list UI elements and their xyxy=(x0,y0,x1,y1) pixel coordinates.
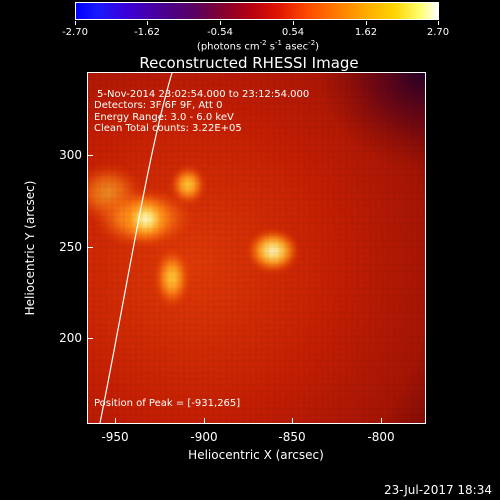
colorbar-tick xyxy=(293,21,294,25)
image-title: Reconstructed RHESSI Image xyxy=(139,54,359,72)
colorbar-tick-label: -2.70 xyxy=(62,27,88,38)
colorbar-tick-label: 2.70 xyxy=(426,27,450,38)
colorbar-tick xyxy=(147,21,148,25)
y-axis-tick-label: 200 xyxy=(59,331,82,345)
colorbar-units: (photons cm-2 s-1 asec-2) xyxy=(196,39,320,53)
colorbar-tick xyxy=(438,21,439,25)
colorbar-tick-label: 1.62 xyxy=(354,27,378,38)
rhessi-image-panel: 5-Nov-2014 23:02:54.000 to 23:12:54.000 … xyxy=(87,72,426,424)
colorbar xyxy=(75,2,439,20)
x-axis-tick-label: -800 xyxy=(367,430,395,444)
energy-range-info: Energy Range: 3.0 - 6.0 keV xyxy=(94,112,234,123)
colorbar-tick xyxy=(75,21,76,25)
x-axis-tick xyxy=(204,418,205,424)
colorbar-tick xyxy=(366,21,367,25)
x-axis-tick-label: -850 xyxy=(278,430,306,444)
rhessi-intensity-map xyxy=(88,73,425,423)
colorbar-tick-label: -1.62 xyxy=(134,27,160,38)
y-axis-tick-label: 250 xyxy=(59,240,82,254)
x-axis-tick xyxy=(115,418,116,424)
y-axis-title: Heliocentric Y (arcsec) xyxy=(23,180,37,316)
y-axis-tick xyxy=(87,247,93,248)
x-axis-tick xyxy=(381,418,382,424)
peak-position-info: Position of Peak = [-931,265] xyxy=(94,398,241,409)
detectors-info: Detectors: 3F 6F 9F, Att 0 xyxy=(94,100,223,111)
y-axis-tick xyxy=(87,155,93,156)
x-axis-tick xyxy=(292,418,293,424)
x-axis-tick-label: -900 xyxy=(190,430,218,444)
clean-total-counts-info: Clean Total counts: 3.22E+05 xyxy=(94,123,242,134)
observation-time-range: 5-Nov-2014 23:02:54.000 to 23:12:54.000 xyxy=(97,89,310,100)
colorbar-tick-label: -0.54 xyxy=(207,27,233,38)
colorbar-tick-label: 0.54 xyxy=(281,27,305,38)
generation-date: 23-Jul-2017 18:34 xyxy=(383,483,492,497)
y-axis-tick xyxy=(87,338,93,339)
y-axis-tick-label: 300 xyxy=(59,148,82,162)
x-axis-title: Heliocentric X (arcsec) xyxy=(188,448,324,462)
x-axis-tick-label: -950 xyxy=(101,430,129,444)
colorbar-tick xyxy=(220,21,221,25)
